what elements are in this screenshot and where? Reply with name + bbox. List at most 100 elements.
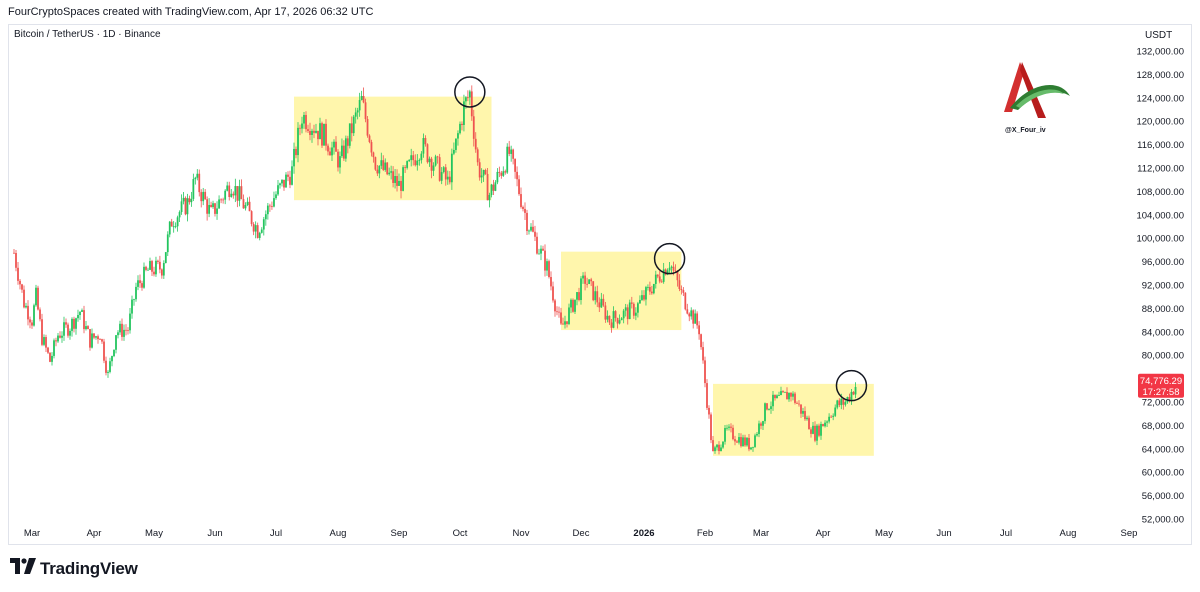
candle-body [95,336,97,338]
candle-body [79,311,81,316]
candle-body [364,102,367,120]
candle-body [103,341,105,361]
candle-body [93,333,95,338]
candle-body [35,287,37,306]
candle-body [824,422,826,427]
candle-body [83,310,85,330]
candle-body [592,281,595,301]
candle-body [678,280,681,290]
candle-body [792,393,794,397]
candle-body [372,152,375,158]
candle-body [105,360,107,373]
candle-body [562,323,564,325]
candle-body [734,439,736,442]
candle-body [305,114,307,130]
candle-body [293,148,295,167]
candle-body [218,199,220,209]
candle-body [608,315,611,323]
candle-body [135,286,137,300]
candle-body [232,193,235,196]
candle-body [402,167,404,191]
candle-body [404,167,406,168]
candle-body [260,229,263,233]
candle-body [384,162,387,170]
candle-body [157,260,159,262]
candle-body [143,266,145,288]
candle-body [27,305,29,320]
candle-body [530,226,532,231]
candle-body [341,145,343,157]
candle-body [184,197,187,215]
candle-body [208,204,210,214]
chart-credit: FourCryptoSpaces created with TradingVie… [8,6,374,18]
candle-body [594,291,597,301]
candle-body [814,425,816,441]
candle-body [520,194,522,207]
candle-body [289,176,291,185]
candle-body [418,160,421,161]
candle-body [708,407,710,415]
candle-body [544,250,546,271]
candle-body [494,182,497,191]
candle-body [344,138,347,159]
price-unit: USDT [1145,30,1173,41]
candle-body [770,406,772,410]
candle-body [582,275,584,279]
candle-body [123,329,125,337]
candle-body [362,96,365,103]
candle-body [226,185,229,191]
candle-body [724,427,726,442]
candle-body [716,444,718,448]
candle-body [37,287,39,310]
candle-body [248,201,251,212]
candle-body [784,391,786,393]
candle-body [710,414,712,441]
candle-body [472,116,475,139]
candle-body [512,149,515,159]
candle-body [331,147,333,156]
candle-body [295,148,297,156]
candle-body [836,400,839,408]
candle-body [57,335,59,342]
candle-body [77,315,79,319]
candle-body [848,397,851,401]
candle-body [139,280,141,284]
candle-body [301,123,303,129]
tradingview-footer[interactable]: TradingView [10,558,138,579]
candle-body [327,145,329,152]
candle-body [368,135,371,143]
x-tick-label: Jun [207,528,222,539]
candle-body [650,291,653,294]
x-tick-label: Jun [936,528,951,539]
candle-body [283,179,285,188]
candle-body [440,172,443,181]
candle-body [281,179,283,184]
candle-body [31,322,33,326]
candle-body [258,232,261,238]
candle-body [468,91,471,98]
y-tick-label: 72,000.00 [1142,398,1184,409]
candle-body [830,416,833,418]
candle-body [694,313,697,324]
candle-body [504,171,507,173]
candle-body [488,194,491,201]
candle-body [119,323,121,333]
y-tick-label: 132,000.00 [1136,47,1184,58]
candle-body [174,226,177,228]
y-tick-label: 92,000.00 [1142,281,1184,292]
candle-body [188,198,191,203]
candle-body [186,198,189,215]
candle-body [780,391,782,396]
tradingview-logo-icon [10,558,36,579]
candle-body [838,400,841,406]
candle-body [412,155,415,161]
candle-body [670,266,673,268]
candle-body [450,153,453,183]
candle-body [117,332,119,336]
candle-body [162,263,165,276]
candle-body [666,270,669,275]
candle-body [556,311,558,313]
candle-body [463,101,465,125]
candle-body [408,160,411,162]
